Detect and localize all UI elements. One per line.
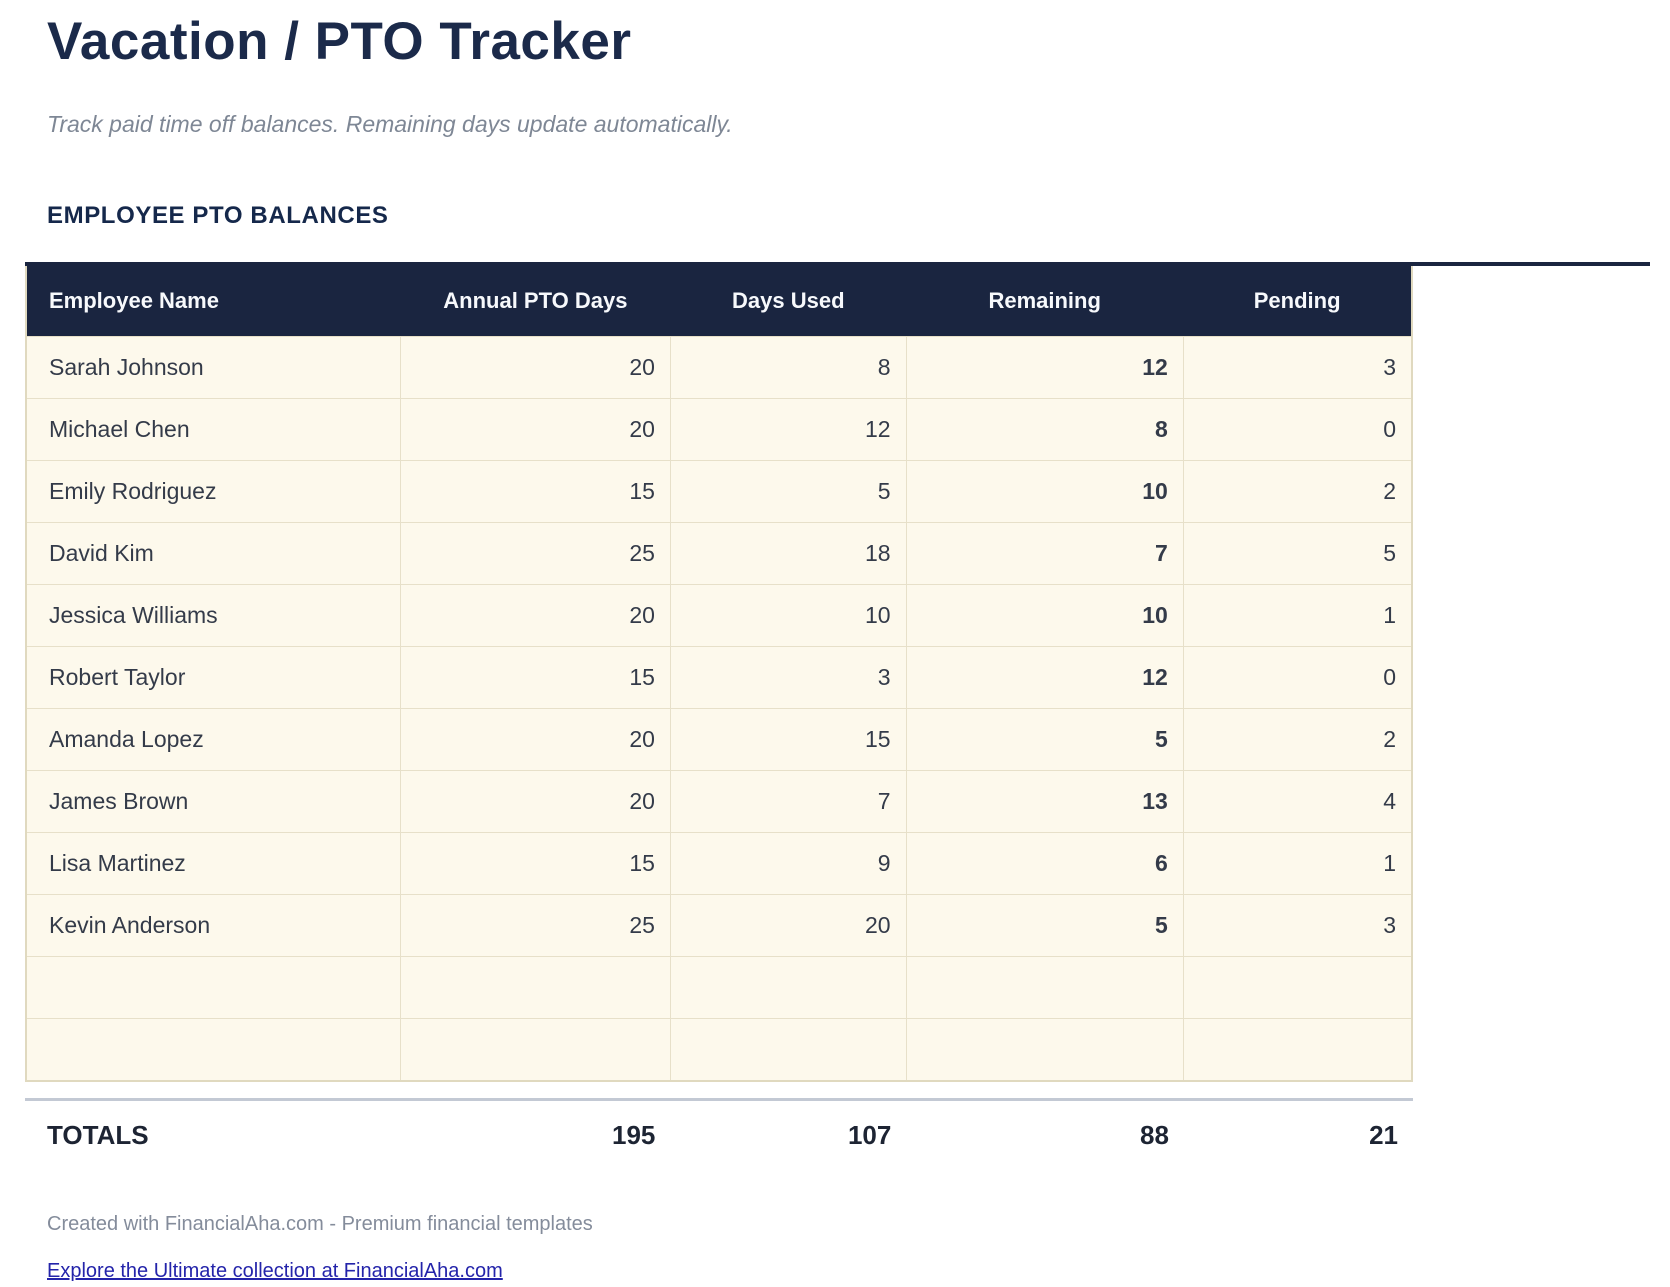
cell-days-used: 18 [669, 522, 907, 586]
cell-remaining: 8 [905, 398, 1184, 462]
table-row: Lisa Martinez 15 9 6 1 [25, 832, 1413, 896]
cell-employee-name: Jessica Williams [25, 584, 401, 648]
cell-days-used: 3 [669, 646, 907, 710]
cell-employee-name: James Brown [25, 770, 401, 834]
cell-employee-name: Robert Taylor [25, 646, 401, 710]
cell-days-used: 12 [669, 398, 907, 462]
table-row: Emily Rodriguez 15 5 10 2 [25, 460, 1413, 524]
table-row: James Brown 20 7 13 4 [25, 770, 1413, 834]
cell-remaining: 5 [905, 708, 1184, 772]
cell-pending-empty [1182, 956, 1413, 1020]
cell-pending: 0 [1182, 646, 1413, 710]
totals-remaining: 88 [1140, 1120, 1169, 1151]
cell-pending: 1 [1182, 584, 1413, 648]
cell-pending: 3 [1182, 894, 1413, 958]
table-row-empty [25, 956, 1413, 1020]
cell-remaining: 10 [905, 460, 1184, 524]
cell-remaining: 10 [905, 584, 1184, 648]
cell-remaining: 6 [905, 832, 1184, 896]
totals-divider [25, 1097, 1413, 1101]
table-row: Kevin Anderson 25 20 5 3 [25, 894, 1413, 958]
cell-pending-empty [1182, 1018, 1413, 1082]
column-header-days-used: Days Used [670, 265, 907, 337]
totals-pending: 21 [1369, 1120, 1398, 1151]
totals-days-used: 107 [847, 1120, 892, 1151]
cell-employee-name-empty [25, 956, 401, 1020]
cell-employee-name: Emily Rodriguez [25, 460, 401, 524]
column-header-annual-pto-days: Annual PTO Days [400, 265, 671, 337]
cell-employee-name-empty [25, 1018, 401, 1082]
cell-employee-name: Amanda Lopez [25, 708, 401, 772]
cell-pending: 2 [1182, 708, 1413, 772]
cell-days-used: 10 [669, 584, 907, 648]
cell-employee-name: Sarah Johnson [25, 336, 401, 400]
cell-employee-name: Lisa Martinez [25, 832, 401, 896]
table-section: Employee Name Annual PTO Days Days Used … [25, 261, 1650, 1082]
cell-annual-pto-days: 20 [399, 584, 671, 648]
table-header-row: Employee Name Annual PTO Days Days Used … [26, 265, 1412, 337]
cell-annual-pto-days-empty [399, 956, 671, 1020]
cell-days-used: 15 [669, 708, 907, 772]
cell-annual-pto-days: 20 [399, 398, 671, 462]
cell-pending: 0 [1182, 398, 1413, 462]
table-row: Michael Chen 20 12 8 0 [25, 398, 1413, 462]
totals-label: TOTALS [47, 1120, 149, 1151]
explore-collection-link[interactable]: Explore the Ultimate collection at Finan… [47, 1259, 503, 1282]
cell-days-used: 20 [669, 894, 907, 958]
cell-employee-name: Michael Chen [25, 398, 401, 462]
cell-pending: 1 [1182, 832, 1413, 896]
section-heading: EMPLOYEE PTO BALANCES [47, 201, 389, 229]
cell-annual-pto-days-empty [399, 1018, 671, 1082]
table-row: David Kim 25 18 7 5 [25, 522, 1413, 586]
cell-remaining: 12 [905, 336, 1184, 400]
table-row: Jessica Williams 20 10 10 1 [25, 584, 1413, 648]
cell-annual-pto-days: 25 [399, 522, 671, 586]
table-row: Sarah Johnson 20 8 12 3 [25, 336, 1413, 400]
cell-pending: 2 [1182, 460, 1413, 524]
page-subtitle: Track paid time off balances. Remaining … [47, 110, 733, 137]
cell-remaining-empty [905, 956, 1184, 1020]
table-row-empty [25, 1018, 1413, 1082]
cell-annual-pto-days: 20 [399, 336, 671, 400]
cell-days-used-empty [669, 1018, 907, 1082]
cell-pending: 3 [1182, 336, 1413, 400]
cell-days-used: 9 [669, 832, 907, 896]
cell-annual-pto-days: 15 [399, 832, 671, 896]
credit-text: Created with FinancialAha.com - Premium … [47, 1212, 593, 1235]
table-row: Amanda Lopez 20 15 5 2 [25, 708, 1413, 772]
cell-remaining: 13 [905, 770, 1184, 834]
cell-employee-name: Kevin Anderson [25, 894, 401, 958]
cell-days-used: 7 [669, 770, 907, 834]
cell-remaining: 12 [905, 646, 1184, 710]
table-row: Robert Taylor 15 3 12 0 [25, 646, 1413, 710]
cell-employee-name: David Kim [25, 522, 401, 586]
column-header-pending: Pending [1183, 265, 1412, 337]
cell-remaining-empty [905, 1018, 1184, 1082]
page-title: Vacation / PTO Tracker [47, 12, 632, 71]
pto-table: Employee Name Annual PTO Days Days Used … [25, 265, 1413, 1082]
cell-days-used: 5 [669, 460, 907, 524]
cell-days-used: 8 [669, 336, 907, 400]
cell-pending: 5 [1182, 522, 1413, 586]
cell-annual-pto-days: 20 [399, 770, 671, 834]
column-header-remaining: Remaining [906, 265, 1184, 337]
cell-annual-pto-days: 15 [399, 646, 671, 710]
totals-row: TOTALS 195 107 88 21 [25, 1111, 1413, 1161]
cell-annual-pto-days: 25 [399, 894, 671, 958]
column-header-employee-name: Employee Name [26, 265, 401, 337]
cell-days-used-empty [669, 956, 907, 1020]
cell-annual-pto-days: 15 [399, 460, 671, 524]
cell-annual-pto-days: 20 [399, 708, 671, 772]
cell-pending: 4 [1182, 770, 1413, 834]
cell-remaining: 7 [905, 522, 1184, 586]
cell-remaining: 5 [905, 894, 1184, 958]
totals-annual-pto-days: 195 [612, 1120, 656, 1151]
